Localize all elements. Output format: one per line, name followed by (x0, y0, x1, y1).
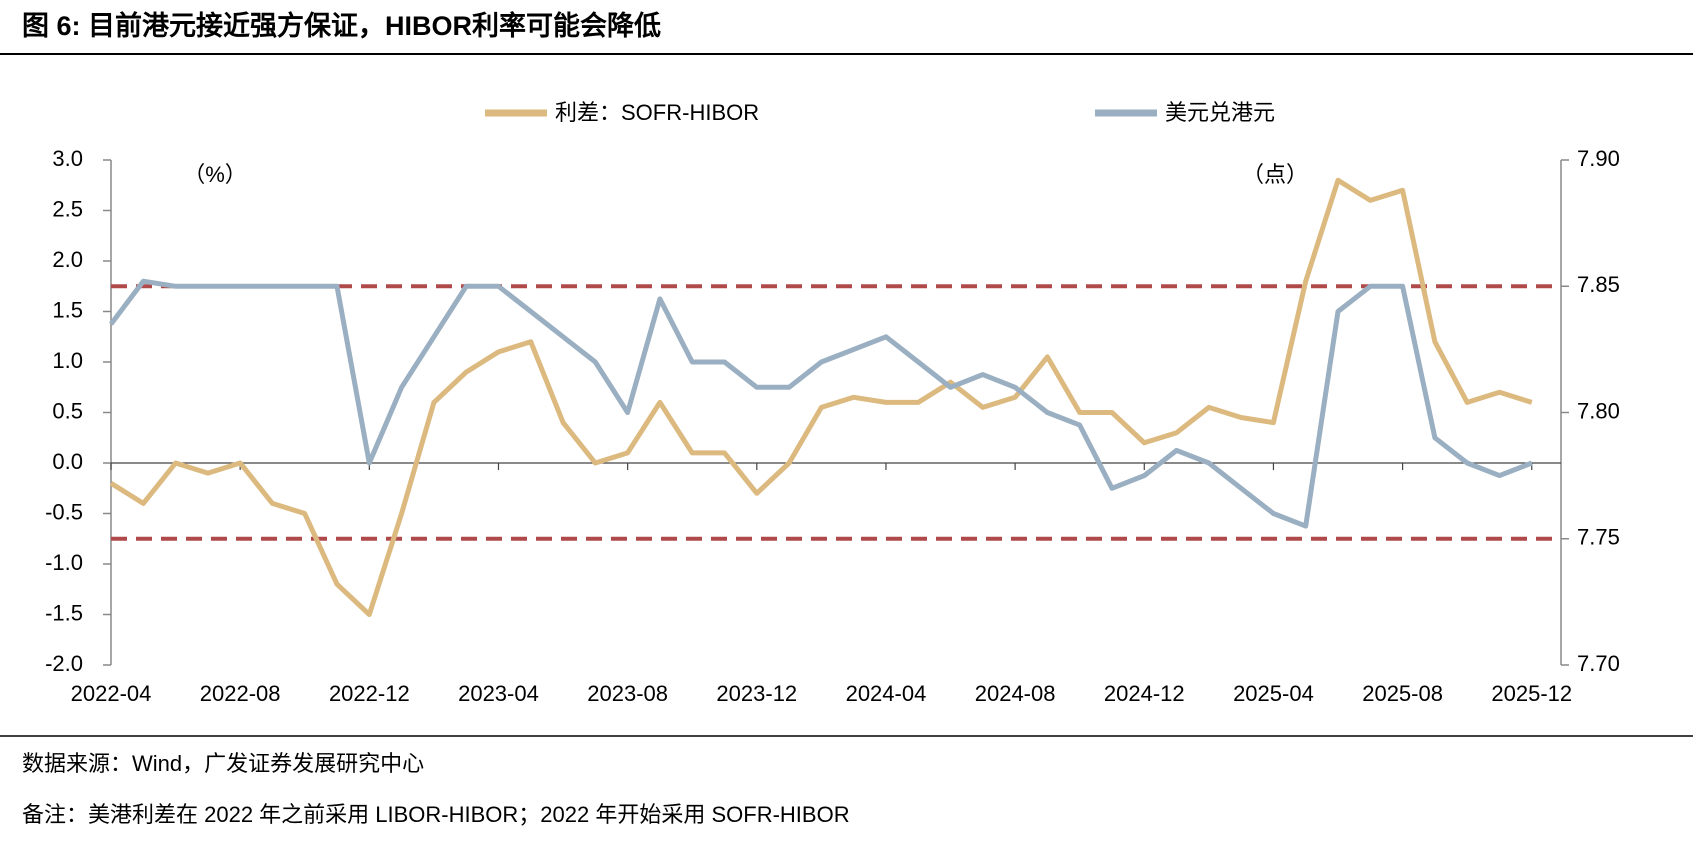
y2-tick-label: 7.75 (1577, 525, 1620, 550)
series-line (109, 278, 1533, 529)
legend-label: 美元兑港元 (1165, 100, 1275, 125)
footnote: 备注：美港利差在 2022 年之前采用 LIBOR-HIBOR；2022 年开始… (22, 802, 850, 827)
x-tick-label: 2023-12 (716, 681, 797, 706)
x-tick-label: 2023-04 (458, 681, 539, 706)
y-tick-label: 0.5 (52, 398, 83, 423)
x-tick-label: 2022-12 (329, 681, 410, 706)
x-tick-label: 2024-04 (846, 681, 927, 706)
chart-title: 图 6: 目前港元接近强方保证，HIBOR利率可能会降低 (22, 10, 661, 41)
y-tick-label: 3.0 (52, 146, 83, 171)
source-note: 数据来源：Wind，广发证券发展研究中心 (22, 751, 424, 776)
y-unit: （%） (183, 162, 247, 187)
y2-unit: （点） (1242, 162, 1308, 187)
y-tick-label: 1.5 (52, 297, 83, 322)
y2-tick-label: 7.80 (1577, 398, 1620, 423)
x-tick-label: 2022-08 (200, 681, 281, 706)
x-tick-label: 2024-12 (1104, 681, 1185, 706)
y-tick-label: 0.0 (52, 449, 83, 474)
x-tick-label: 2025-08 (1362, 681, 1443, 706)
y-tick-label: -0.5 (45, 499, 83, 524)
y-tick-label: 1.0 (52, 348, 83, 373)
y-tick-label: -1.5 (45, 600, 83, 625)
x-tick-label: 2025-04 (1233, 681, 1314, 706)
legend-label: 利差：SOFR-HIBOR (555, 100, 759, 125)
x-tick-label: 2022-04 (71, 681, 152, 706)
y-tick-label: 2.0 (52, 247, 83, 272)
y-tick-label: -1.0 (45, 550, 83, 575)
x-tick-label: 2025-12 (1491, 681, 1572, 706)
y2-tick-label: 7.90 (1577, 146, 1620, 171)
x-tick-label: 2023-08 (587, 681, 668, 706)
y2-tick-label: 7.85 (1577, 272, 1620, 297)
y-tick-label: -2.0 (45, 651, 83, 676)
x-tick-label: 2024-08 (975, 681, 1056, 706)
series-line (109, 177, 1533, 617)
y2-tick-label: 7.70 (1577, 651, 1620, 676)
y-tick-label: 2.5 (52, 196, 83, 221)
